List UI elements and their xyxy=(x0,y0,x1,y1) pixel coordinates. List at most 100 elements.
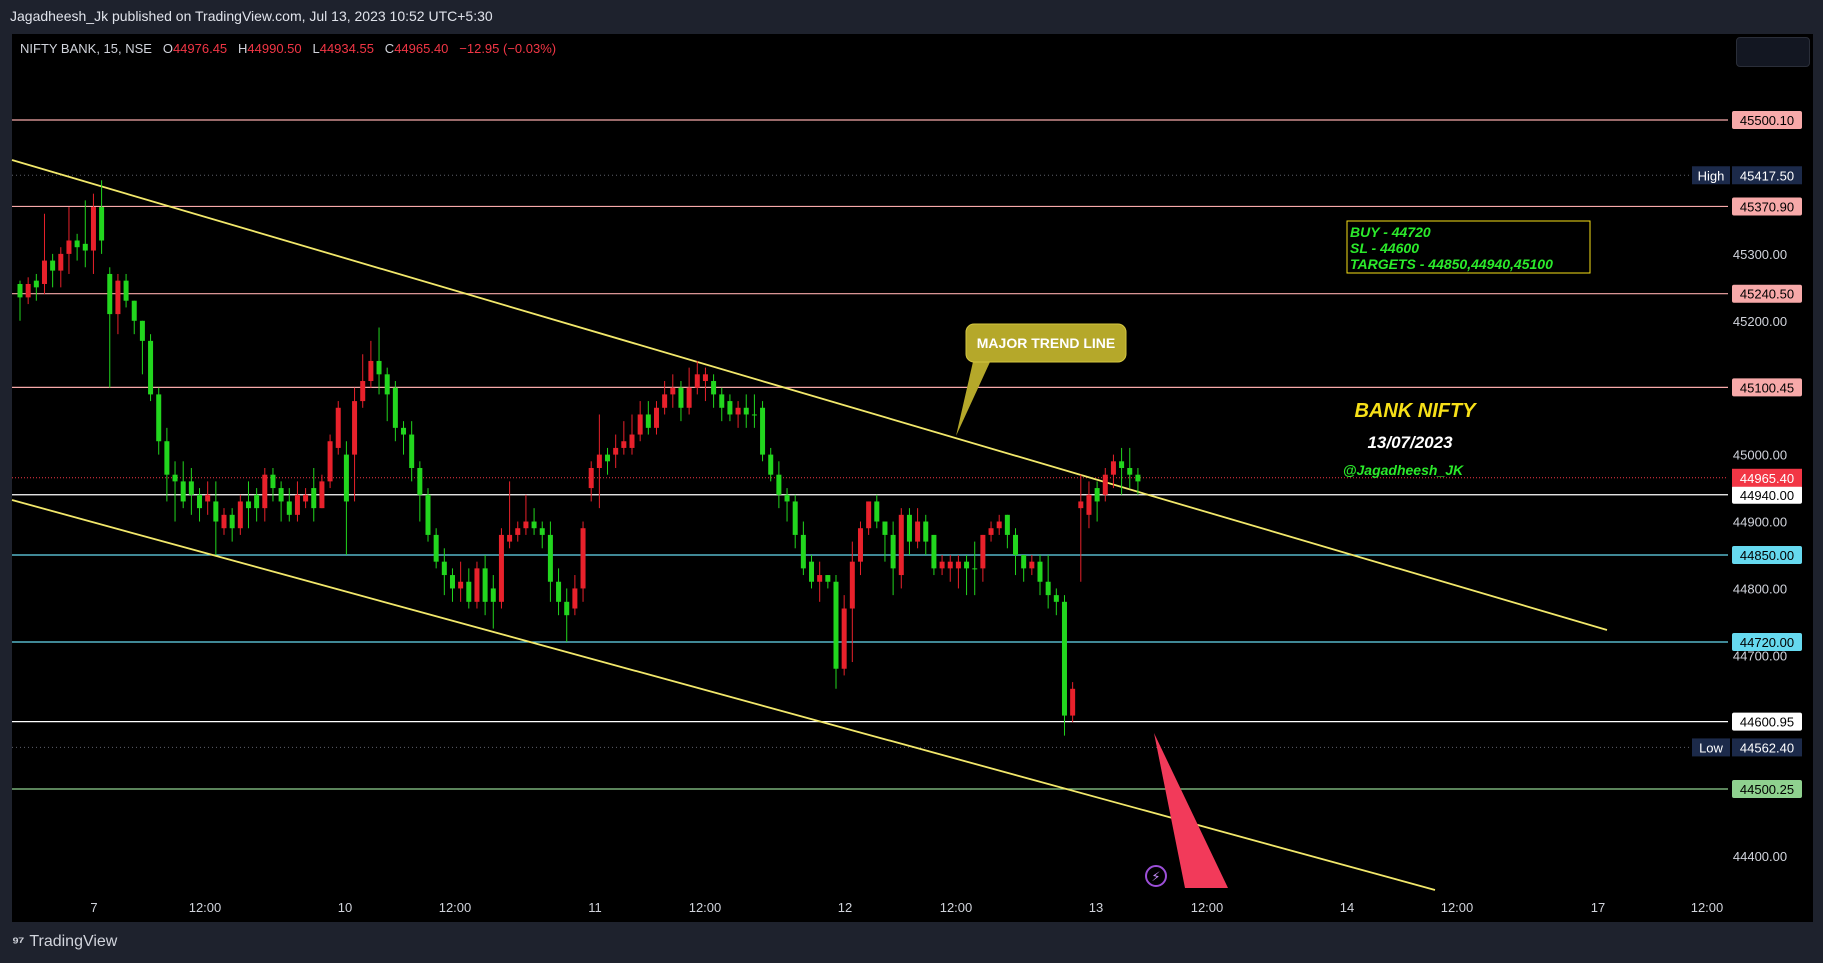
candle-body xyxy=(319,481,325,509)
candle-body xyxy=(588,467,594,489)
x-tick-label: 12 xyxy=(838,900,852,915)
level-price-label: 45370.90 xyxy=(1740,199,1794,214)
candle-body xyxy=(425,494,431,535)
candle-body xyxy=(1029,561,1035,569)
candle-body xyxy=(164,441,170,475)
y-tick-label: 44800.00 xyxy=(1733,581,1787,596)
candle-body xyxy=(335,407,341,448)
lower-trend-line xyxy=(11,499,1436,891)
candle-body xyxy=(58,253,64,271)
candle-body xyxy=(645,414,651,428)
high-tag-label: High xyxy=(1698,168,1725,183)
candle-body xyxy=(303,494,309,502)
candle-body xyxy=(523,521,529,529)
candle-body xyxy=(800,534,806,569)
candle-body xyxy=(66,240,72,254)
candle-body xyxy=(849,561,855,609)
bank-nifty-annotation: BANK NIFTY xyxy=(1354,400,1477,422)
candle-body xyxy=(809,561,815,582)
candle-body xyxy=(17,283,23,298)
candle-body xyxy=(556,581,562,602)
chart-control-button[interactable] xyxy=(1736,37,1810,67)
upper-trend-line xyxy=(11,159,1608,631)
candle-body xyxy=(629,434,635,448)
candle-body xyxy=(352,401,358,455)
tradingview-logo-icon: ⁹⁷ xyxy=(12,933,24,951)
candle-body xyxy=(947,561,953,569)
candle-body xyxy=(441,561,447,576)
y-tick-label: 44700.00 xyxy=(1733,648,1787,663)
candle-body xyxy=(1045,581,1051,596)
candle-body xyxy=(490,588,496,602)
candle-body xyxy=(278,488,284,502)
x-tick-label: 14 xyxy=(1340,900,1354,915)
candle-body xyxy=(702,374,708,382)
candle-body xyxy=(719,394,725,408)
candle-body xyxy=(417,467,423,495)
y-tick-label: 45200.00 xyxy=(1733,314,1787,329)
high-tag-bg xyxy=(1692,166,1730,185)
candle-body xyxy=(694,374,700,388)
candle-body xyxy=(99,207,105,241)
legend-symbol[interactable]: NIFTY BANK, 15, NSE xyxy=(20,41,152,56)
low-tag-label: Low xyxy=(1699,740,1723,755)
candle-body xyxy=(466,581,472,602)
candle-body xyxy=(123,280,129,301)
footer-bar: ⁹⁷ TradingView xyxy=(0,924,1823,963)
lightning-glyph: ⚡ xyxy=(1151,870,1160,885)
candle-body xyxy=(433,534,439,562)
trade-box-line: TARGETS - 44850,44940,45100 xyxy=(1350,256,1553,272)
candle-body xyxy=(148,340,154,395)
x-tick-label: 12:00 xyxy=(189,900,222,915)
x-tick-label: 12:00 xyxy=(1191,900,1224,915)
y-tick-label: 45000.00 xyxy=(1733,448,1787,463)
tradingview-brand[interactable]: ⁹⁷ TradingView xyxy=(12,933,117,951)
candle-body xyxy=(384,374,390,395)
candle-body xyxy=(743,407,749,415)
candle-body xyxy=(547,534,553,582)
x-tick-label: 12:00 xyxy=(1441,900,1474,915)
candle-body xyxy=(751,414,757,416)
low-tag-bg xyxy=(1692,738,1730,757)
candle-body xyxy=(531,521,537,529)
candle-body xyxy=(678,387,684,408)
callout-box xyxy=(965,323,1127,363)
candle-body xyxy=(25,283,31,298)
candle-body xyxy=(498,534,504,602)
candle-body xyxy=(580,528,586,589)
candle-body xyxy=(188,481,194,495)
candle-body xyxy=(1061,601,1067,716)
candle-body xyxy=(735,407,741,415)
candle-body xyxy=(1094,488,1100,502)
level-price-tag xyxy=(1732,197,1802,216)
candle-body xyxy=(401,427,407,435)
candle-body xyxy=(596,454,602,468)
candle-body xyxy=(964,561,970,569)
candle-body xyxy=(605,454,611,462)
candle-body xyxy=(237,501,243,529)
candle-body xyxy=(898,514,904,576)
candle-body xyxy=(825,575,831,582)
candle-body xyxy=(539,528,545,535)
lightning-icon xyxy=(1145,865,1167,887)
date-annotation: 13/07/2023 xyxy=(1367,433,1453,452)
level-price-tag xyxy=(1732,284,1802,303)
candle-body xyxy=(1086,494,1092,515)
candle-body xyxy=(74,240,80,248)
candle-body xyxy=(613,447,619,455)
x-tick-label: 12:00 xyxy=(1691,900,1724,915)
candle-body xyxy=(507,534,513,542)
x-tick-label: 12:00 xyxy=(689,900,722,915)
candle-body xyxy=(107,273,113,315)
candle-body xyxy=(50,260,56,271)
candle-body xyxy=(1021,554,1027,569)
candle-body xyxy=(792,501,798,535)
candle-body xyxy=(221,514,227,529)
level-price-tag xyxy=(1732,712,1802,731)
candle-body xyxy=(906,514,912,542)
level-price-label: 44500.25 xyxy=(1740,782,1794,797)
level-price-tag xyxy=(1732,632,1802,651)
x-tick-label: 17 xyxy=(1591,900,1605,915)
candle-body xyxy=(474,568,480,602)
